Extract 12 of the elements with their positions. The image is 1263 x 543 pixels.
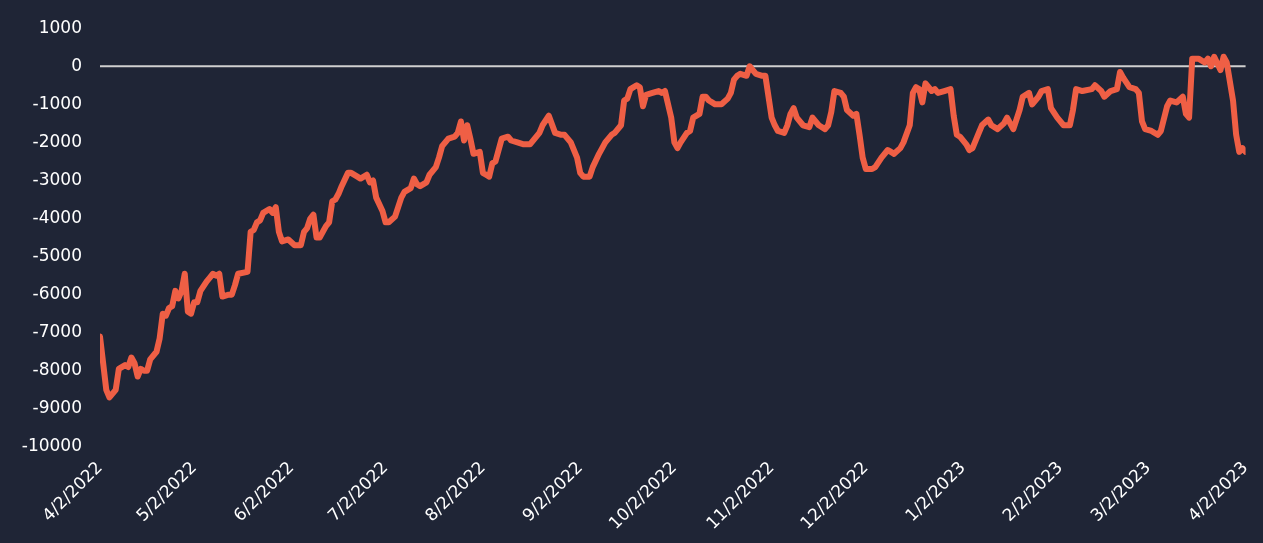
y-tick-label: 0: [71, 54, 82, 75]
y-tick-label: -9000: [32, 397, 82, 418]
y-tick-label: -6000: [32, 283, 82, 304]
y-tick-label: -7000: [32, 321, 82, 342]
y-tick-label: -10000: [21, 435, 82, 456]
y-tick-label: -2000: [32, 130, 82, 151]
y-tick-label: -1000: [32, 92, 82, 113]
y-tick-label: -8000: [32, 359, 82, 380]
y-tick-label: -5000: [32, 245, 82, 266]
y-tick-label: 1000: [38, 16, 82, 37]
y-tick-label: -3000: [32, 168, 82, 189]
y-tick-label: -4000: [32, 206, 82, 227]
